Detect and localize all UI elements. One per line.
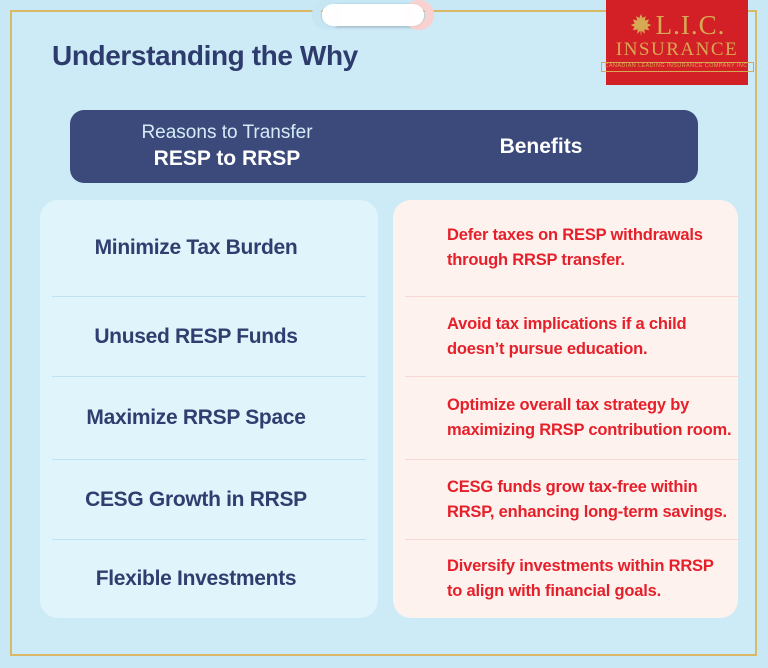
benefit-text: CESG funds grow tax-free within — [447, 477, 698, 496]
benefit-row: Defer taxes on RESP withdrawals through … — [405, 200, 740, 297]
reason-label: Unused RESP Funds — [94, 324, 298, 348]
reason-row: Unused RESP Funds — [52, 297, 366, 377]
benefit-row: CESG funds grow tax-free within RRSP, en… — [405, 460, 740, 540]
maple-leaf-icon — [630, 14, 651, 37]
benefit-text: through RRSP transfer. — [447, 251, 625, 269]
benefits-panel: Defer taxes on RESP withdrawals through … — [393, 200, 740, 618]
benefit-text: doesn’t pursue education. — [447, 339, 648, 358]
header-benefits-title: Benefits — [499, 134, 583, 158]
header-reasons-line1: Reasons to Transfer — [141, 122, 313, 144]
header-bar: Reasons to Transfer RESP to RRSP Benefit… — [70, 110, 698, 183]
benefit-text: Defer taxes on RESP withdrawals — [447, 226, 703, 244]
reason-label: Minimize Tax Burden — [94, 236, 298, 259]
logo-tagline: CANADIAN LEADING INSURANCE COMPANY INC. — [600, 61, 754, 73]
reasons-panel: Minimize Tax Burden Unused RESP Funds Ma… — [40, 200, 378, 618]
benefit-text: Avoid tax implications if a child — [447, 314, 687, 333]
reason-label: CESG Growth in RRSP — [85, 487, 307, 511]
reason-label: Maximize RRSP Space — [86, 406, 306, 429]
benefit-text: RRSP, enhancing long-term savings. — [447, 502, 727, 521]
logo-top-row: L.I.C. — [629, 9, 726, 40]
reason-label: Flexible Investments — [95, 567, 297, 590]
benefit-text: to align with financial goals. — [447, 582, 662, 600]
reason-row: CESG Growth in RRSP — [52, 460, 366, 540]
benefit-text: maximizing RRSP contribution room. — [447, 421, 732, 439]
page-title: Understanding the Why — [52, 40, 358, 71]
benefit-row: Diversify investments within RRSP to ali… — [405, 540, 739, 618]
benefit-text: Diversify investments within RRSP — [447, 557, 714, 575]
reason-row: Flexible Investments — [52, 540, 366, 618]
connector-pill — [322, 4, 424, 26]
connector — [312, 0, 434, 30]
header-reasons-line2: RESP to RRSP — [153, 146, 301, 170]
benefit-row: Optimize overall tax strategy by maximiz… — [405, 377, 740, 460]
benefit-text: Optimize overall tax strategy by — [447, 396, 690, 414]
reason-row: Minimize Tax Burden — [52, 200, 366, 297]
logo-lic-insurance: L.I.C. INSURANCE CANADIAN LEADING INSURA… — [600, 0, 754, 85]
header-reasons-title: Reasons to Transfer RESP to RRSP — [70, 121, 384, 172]
logo-name: INSURANCE — [615, 38, 739, 60]
benefit-row: Avoid tax implications if a child doesn’… — [405, 297, 740, 377]
logo-acronym: L.I.C. — [655, 9, 726, 40]
reason-row: Maximize RRSP Space — [52, 377, 366, 460]
